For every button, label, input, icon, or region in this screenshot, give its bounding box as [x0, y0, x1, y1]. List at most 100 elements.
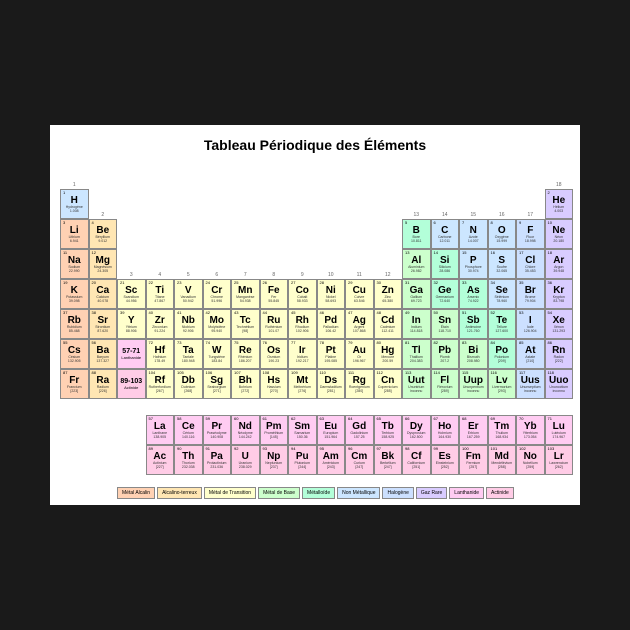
symbol: Kr [546, 286, 573, 296]
element-Tb: 65TbTerbium158.925 [374, 415, 403, 445]
element-Ga: 31GaGallium69.723 [402, 279, 431, 309]
atomic-mass: 79.904 [517, 300, 544, 304]
element-Md: 101MdMendélévium[258] [488, 445, 517, 475]
group-header-15: 15 [459, 212, 488, 218]
group-header-8: 8 [260, 272, 289, 278]
atomic-number: 81 [405, 341, 409, 345]
element-O: 8OOxygène15.999 [488, 219, 517, 249]
symbol: Er [460, 422, 487, 432]
symbol: Nb [175, 316, 202, 326]
symbol: Db [175, 376, 202, 386]
symbol: Al [403, 256, 430, 266]
atomic-number: 22 [149, 281, 153, 285]
symbol: Tm [489, 422, 516, 432]
atomic-number: 86 [548, 341, 552, 345]
atomic-number: 82 [434, 341, 438, 345]
element-Rg: 111RgRoentgenium[280] [345, 369, 374, 399]
group-header-6: 6 [203, 272, 232, 278]
element-Pr: 59PrPraséodyme140.908 [203, 415, 232, 445]
atomic-number: 95 [320, 447, 324, 451]
atomic-mass: 58.693 [318, 300, 345, 304]
symbol: Re [232, 346, 259, 356]
symbol: Y [118, 316, 145, 326]
element-Cd: 48CdCadmium112.411 [374, 309, 403, 339]
atomic-mass: 15.999 [489, 240, 516, 244]
element-Cm: 96CmCurium[247] [345, 445, 374, 475]
atomic-mass: 164.930 [432, 436, 459, 440]
atomic-number: 87 [63, 371, 67, 375]
element-Re: 75ReRhénium186.207 [231, 339, 260, 369]
element-Se: 34SeSélénium78.960 [488, 279, 517, 309]
atomic-mass: inconnu [517, 390, 544, 394]
atomic-number: 17 [519, 251, 523, 255]
element-Bh: 107BhBohrium[272] [231, 369, 260, 399]
legend-item: Métal de Transition [204, 487, 256, 499]
element-V: 23VVanadium50.942 [174, 279, 203, 309]
group-header-2: 2 [89, 212, 118, 218]
legend-item: Lanthanide [449, 487, 484, 499]
element-Sn: 50SnÉtain118.710 [431, 309, 460, 339]
symbol: Uup [460, 376, 487, 386]
atomic-number: 20 [92, 281, 96, 285]
atomic-number: 45 [291, 311, 295, 315]
symbol: Sn [432, 316, 459, 326]
symbol: Lv [489, 376, 516, 386]
atomic-mass: 131.293 [546, 330, 573, 334]
element-Pu: 94PuPlutonium[244] [288, 445, 317, 475]
atomic-mass: [258] [489, 466, 516, 470]
symbol: Bh [232, 376, 259, 386]
element-Ag: 47AgArgent107.868 [345, 309, 374, 339]
atomic-mass: [237] [261, 466, 288, 470]
page-title: Tableau Périodique des Éléments [56, 137, 574, 153]
symbol: Ti [147, 286, 174, 296]
atomic-mass: 173.054 [517, 436, 544, 440]
atomic-number: 41 [177, 311, 181, 315]
atomic-number: 9 [519, 221, 521, 225]
symbol: Na [61, 256, 88, 266]
element-Pd: 46PdPalladium106.42 [317, 309, 346, 339]
symbol: Uut [403, 376, 430, 386]
atomic-number: 44 [263, 311, 267, 315]
atomic-mass: 195.085 [318, 360, 345, 364]
atomic-mass: 118.710 [432, 330, 459, 334]
atomic-mass: 114.818 [403, 330, 430, 334]
atomic-number: 69 [491, 417, 495, 421]
symbol: Rb [61, 316, 88, 326]
atomic-mass: 69.723 [403, 300, 430, 304]
element-Sm: 62SmSamarium150.36 [288, 415, 317, 445]
symbol: Hs [261, 376, 288, 386]
atomic-number: 18 [548, 251, 552, 255]
group-header-12: 12 [374, 272, 403, 278]
legend-item: Gaz Rare [416, 487, 447, 499]
atomic-number: 54 [548, 311, 552, 315]
atomic-mass: 127.600 [489, 330, 516, 334]
atomic-number: 80 [377, 341, 381, 345]
atomic-mass: 20.180 [546, 240, 573, 244]
atomic-mass: 132.905 [61, 360, 88, 364]
element-Sc: 21ScScandium44.956 [117, 279, 146, 309]
atomic-mass: 47.867 [147, 300, 174, 304]
atomic-number: 103 [548, 447, 555, 451]
element-C: 6CCarbone12.011 [431, 219, 460, 249]
element-Lr: 103LrLawrencium[262] [545, 445, 574, 475]
element-Eu: 63EuEuropium151.964 [317, 415, 346, 445]
symbol: Uuo [546, 376, 573, 386]
atomic-number: 26 [263, 281, 267, 285]
symbol: Pt [318, 346, 345, 356]
atomic-number: 6 [434, 221, 436, 225]
symbol: Ba [90, 346, 117, 356]
atomic-mass: 183.84 [204, 360, 231, 364]
atomic-mass: 157.25 [346, 436, 373, 440]
atomic-number: 110 [320, 371, 326, 375]
atomic-number: 40 [149, 311, 153, 315]
atomic-number: 3 [63, 221, 65, 225]
element-Th: 90ThThorium232.038 [174, 445, 203, 475]
element-Nd: 60NdNéodyme144.242 [231, 415, 260, 445]
symbol: Ds [318, 376, 345, 386]
element-Pa: 91PaProtactinium231.036 [203, 445, 232, 475]
symbol: Rf [147, 376, 174, 386]
element-Os: 76OsOsmium190.23 [260, 339, 289, 369]
group-header-10: 10 [317, 272, 346, 278]
symbol: Po [489, 346, 516, 356]
atomic-mass: [289] [432, 390, 459, 394]
